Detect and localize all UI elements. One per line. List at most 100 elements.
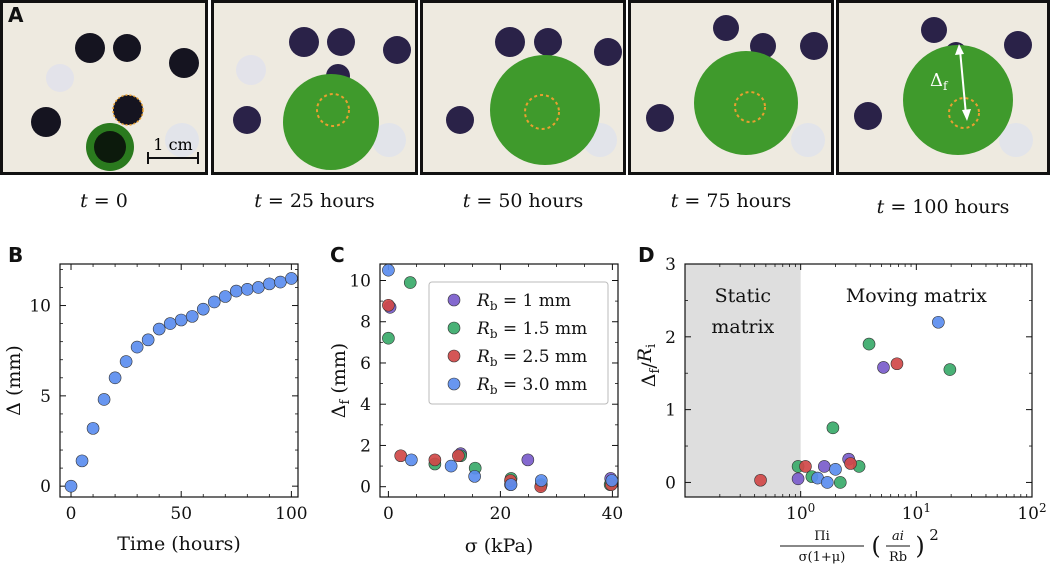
photo-t75 xyxy=(628,0,834,175)
legend-marker xyxy=(447,349,461,363)
legend-label: Rb = 1 mm xyxy=(476,291,571,313)
y-axis-label: Δ (mm) xyxy=(3,345,25,416)
x-label-paren-right: ) xyxy=(915,532,924,560)
bead xyxy=(646,104,674,132)
data-point xyxy=(844,457,857,470)
scale-bar-label: 1 cm xyxy=(153,135,192,154)
y-tick-label: 2 xyxy=(665,328,676,348)
x-tick-label: 50 xyxy=(170,504,192,524)
data-point xyxy=(791,472,805,486)
x-tick-label: 40 xyxy=(602,504,624,524)
x-axis-label: Time (hours) xyxy=(117,533,241,555)
plot-frame xyxy=(379,263,619,498)
matrix-hole xyxy=(791,123,825,157)
data-point xyxy=(218,290,232,303)
data-point xyxy=(196,302,210,316)
data-point xyxy=(141,333,155,347)
y-tick-label: 0 xyxy=(40,477,51,497)
data-point xyxy=(163,317,177,330)
region-label-moving: Moving matrix xyxy=(846,285,987,307)
y-tick-label: 3 xyxy=(665,255,676,275)
y-tick-label: 2 xyxy=(360,436,371,456)
caption-t25: t = 25 hours xyxy=(254,190,375,212)
data-point xyxy=(119,355,133,368)
data-point xyxy=(754,473,767,487)
x-tick-label: 20 xyxy=(490,504,512,524)
y-axis-label: Δf (mm) xyxy=(328,343,353,418)
data-point xyxy=(521,453,535,467)
data-point xyxy=(382,331,395,345)
x-label-exponent: 2 xyxy=(929,526,939,544)
y-tick-label: 10 xyxy=(349,271,371,291)
data-point xyxy=(890,357,904,371)
bead xyxy=(289,27,319,57)
data-point xyxy=(152,322,166,336)
panel-c-letter: C xyxy=(330,243,345,267)
legend-label: Rb = 1.5 mm xyxy=(476,319,587,341)
black-bead xyxy=(112,94,144,126)
bead xyxy=(327,28,355,56)
legend-box xyxy=(428,281,609,405)
data-point xyxy=(826,421,840,435)
legend-marker xyxy=(447,293,461,307)
chart-d-group: 100 101 102 0 1 2 3 Static matrix Moving matrix Δf… xyxy=(634,255,1047,565)
black-bead xyxy=(31,107,61,137)
black-bead xyxy=(113,34,141,62)
data-point xyxy=(64,479,78,493)
green-blob xyxy=(490,55,600,165)
y-tick-label: 8 xyxy=(360,313,371,333)
green-blob xyxy=(283,74,379,170)
data-point xyxy=(403,276,417,289)
delta-label: Δf xyxy=(930,70,949,93)
data-point xyxy=(229,284,243,298)
initial-outline-ring xyxy=(734,91,766,123)
plot-frame xyxy=(684,263,1033,498)
x-tick-label: 0 xyxy=(383,504,394,524)
data-point xyxy=(821,476,834,489)
y-tick-label: 5 xyxy=(40,387,51,407)
data-point xyxy=(252,281,265,294)
bead xyxy=(495,27,525,57)
caption-t100: t = 100 hours xyxy=(876,196,1010,218)
matrix-hole xyxy=(236,55,266,85)
data-point xyxy=(862,337,876,351)
x-label-denominator: σ(1+μ) xyxy=(799,550,846,565)
plot-frame xyxy=(59,263,299,498)
photo-t0: 1 cm xyxy=(0,0,208,175)
data-point xyxy=(97,393,111,406)
chart-c-group: 0 20 40 0 2 4 6 8 10 σ (kPa) Δf (mm) Rb = 1 mm Rb = … xyxy=(328,263,624,557)
x-tick-label: 100 xyxy=(275,504,307,524)
data-point xyxy=(504,478,518,491)
panel-d-letter: D xyxy=(638,243,655,267)
y-tick-label: 6 xyxy=(360,354,371,374)
region-label-static-2: matrix xyxy=(711,316,774,338)
matrix-hole xyxy=(46,64,74,92)
data-point xyxy=(86,422,100,435)
data-point xyxy=(943,363,957,376)
data-point xyxy=(382,298,395,312)
photo-t50 xyxy=(420,0,626,175)
bead xyxy=(800,32,828,60)
photo-t0-svg: 1 cm xyxy=(3,3,205,172)
static-region-shade xyxy=(685,264,801,497)
bead xyxy=(594,38,622,66)
x-tick-label: 101 xyxy=(902,501,931,524)
data-point xyxy=(108,371,122,385)
y-tick-label: 0 xyxy=(360,478,371,498)
bead xyxy=(1004,31,1032,59)
green-blob xyxy=(903,45,1013,155)
photo-t100-svg: Δf xyxy=(839,3,1047,172)
x-label-ratio-numerator: ai xyxy=(892,529,904,544)
data-point xyxy=(185,310,199,323)
data-point xyxy=(263,277,276,291)
data-point xyxy=(444,459,458,473)
data-point xyxy=(932,315,945,329)
data-point xyxy=(605,474,619,487)
caption-t75: t = 75 hours xyxy=(670,190,792,212)
matrix-hole xyxy=(165,123,199,157)
bead xyxy=(534,28,562,56)
blob-core xyxy=(94,131,126,163)
data-point xyxy=(382,263,395,277)
region-label-static: Static xyxy=(715,285,771,307)
